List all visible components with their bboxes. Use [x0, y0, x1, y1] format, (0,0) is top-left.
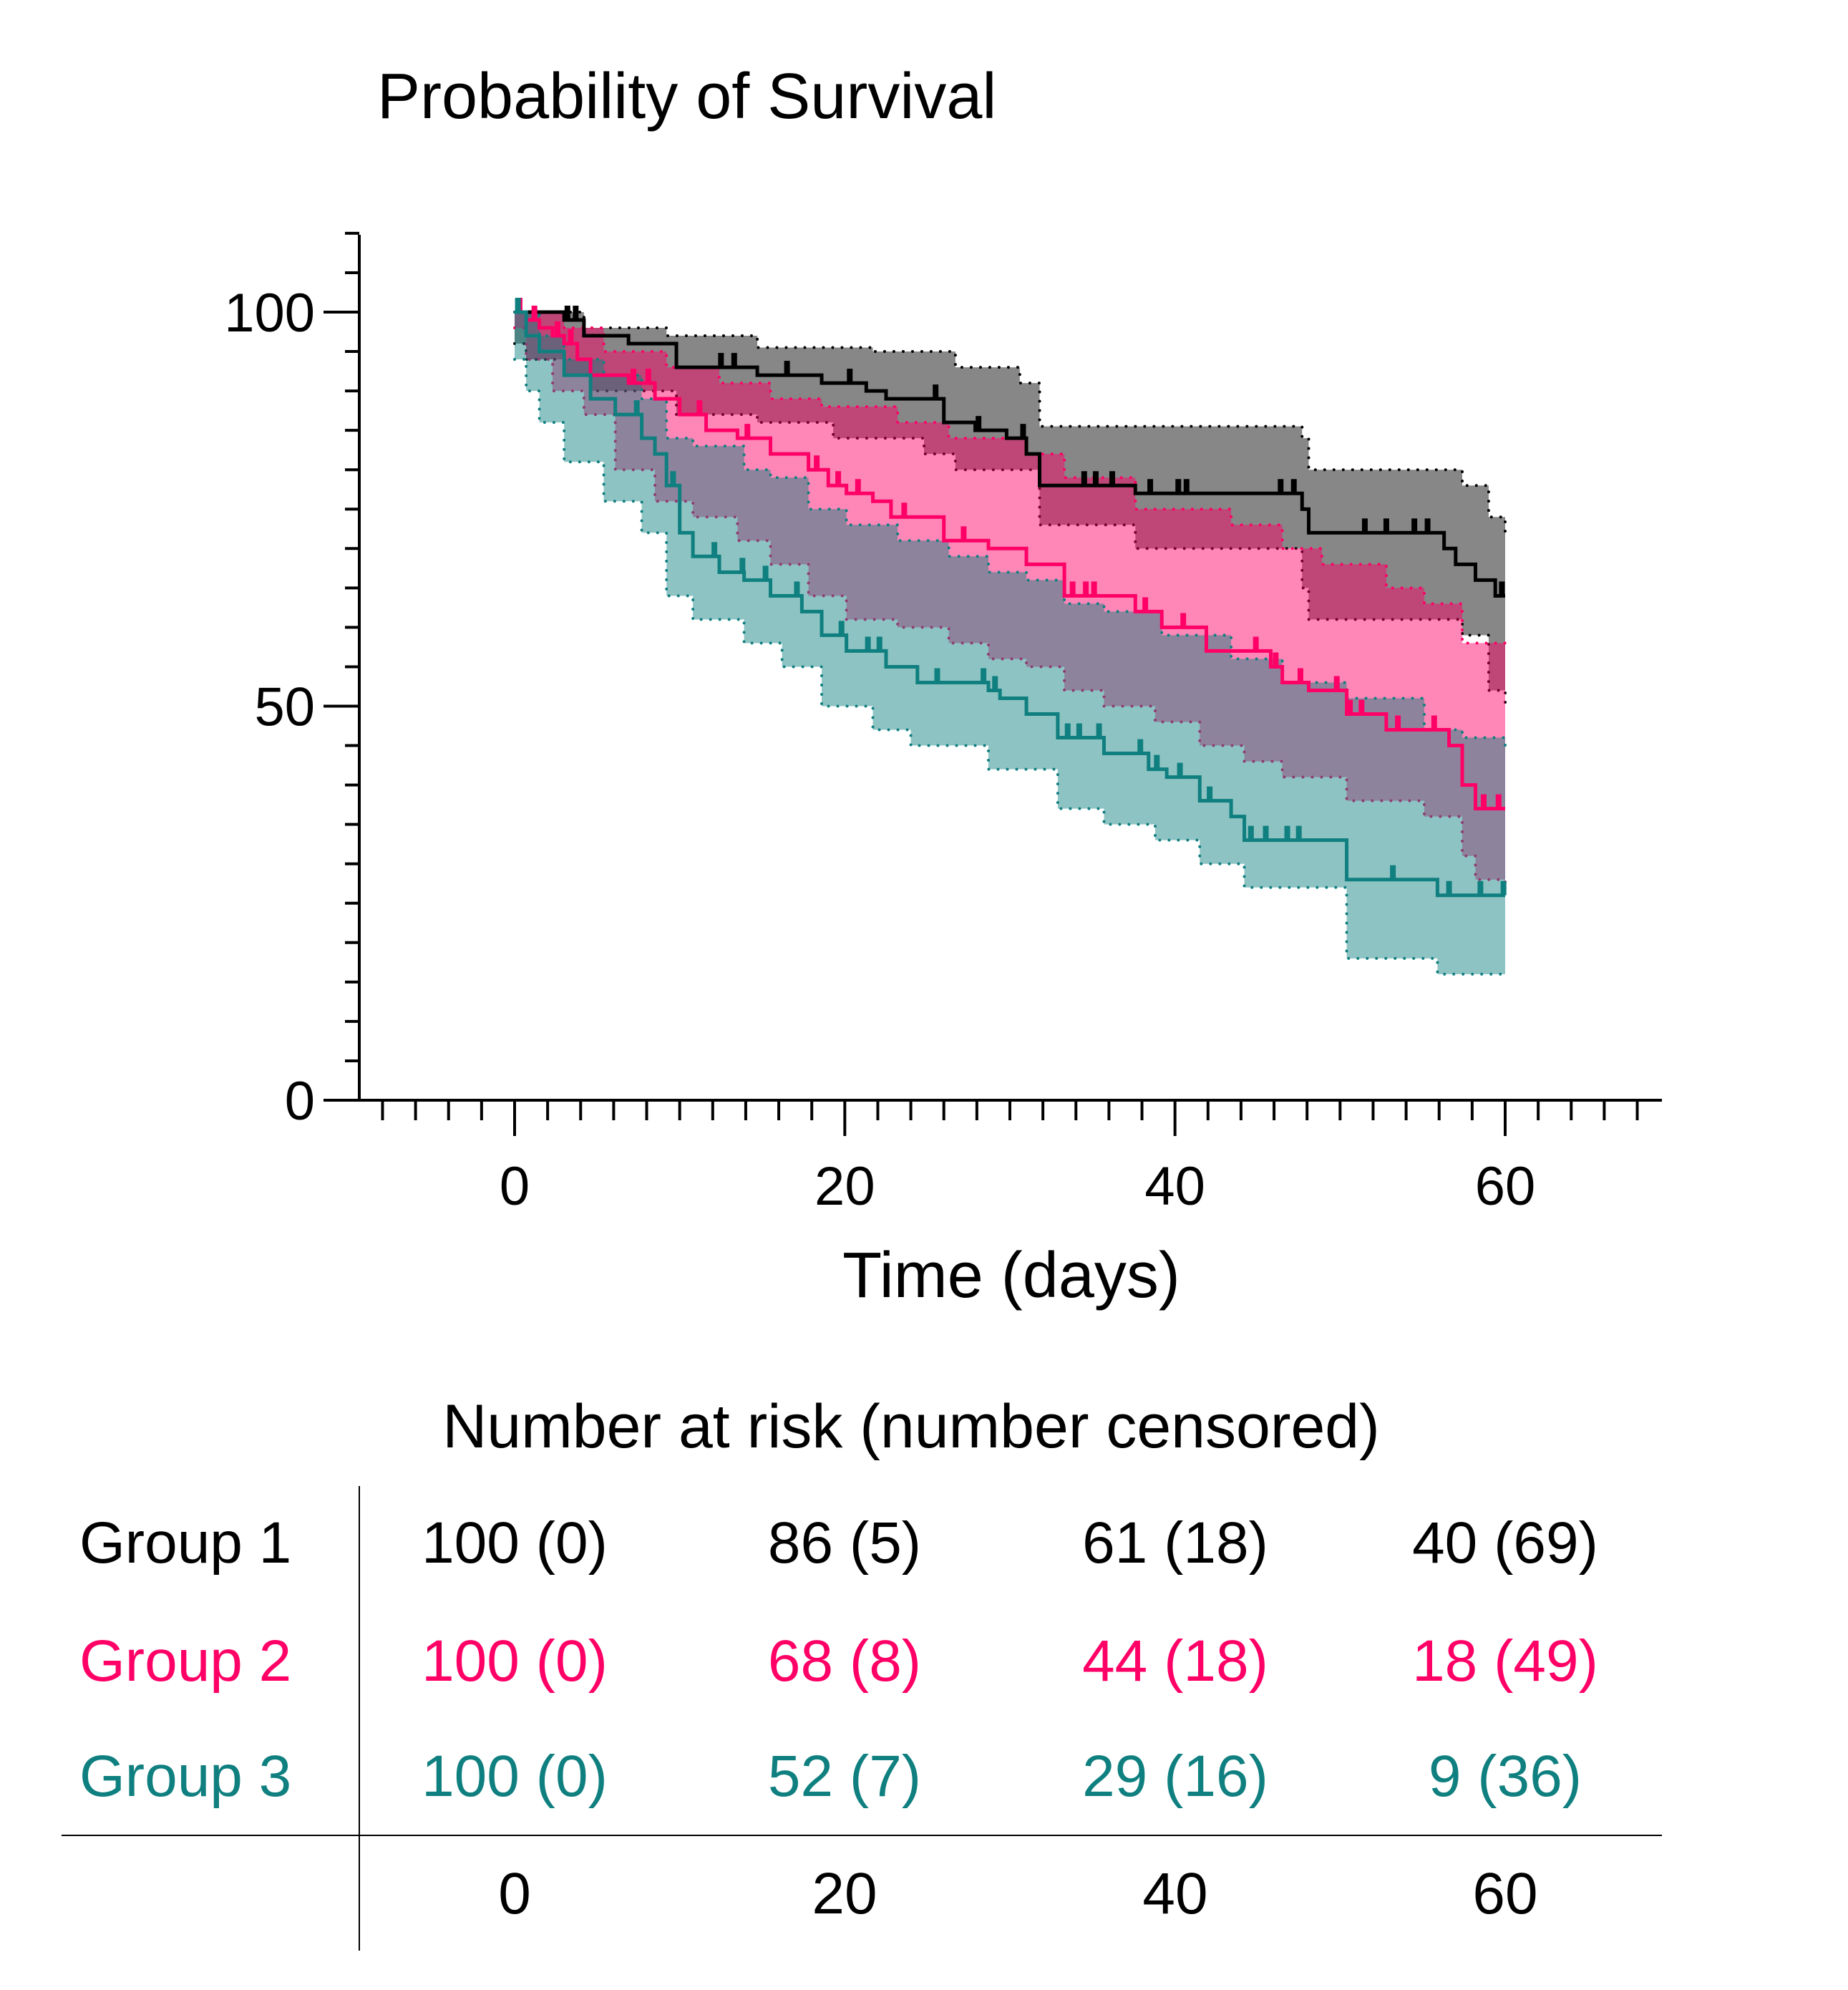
- risk-cell: 44 (18): [1082, 1629, 1268, 1694]
- risk-row-label: Group 3: [79, 1744, 291, 1809]
- y-tick-label: 50: [254, 677, 315, 738]
- y-tick-label: 100: [224, 283, 315, 344]
- chart-title: Probability of Survival: [377, 61, 996, 132]
- x-tick-label: 60: [1475, 1156, 1536, 1217]
- x-tick-label: 0: [500, 1156, 530, 1217]
- risk-cell: 29 (16): [1082, 1744, 1268, 1809]
- group-2-ci-band: [515, 312, 1505, 888]
- y-tick-label: 0: [285, 1071, 315, 1132]
- risk-cell: 9 (36): [1429, 1744, 1582, 1809]
- x-tick-label: 20: [814, 1156, 875, 1217]
- group-3-survival-curve: [515, 310, 1505, 898]
- risk-cell: 40 (69): [1412, 1510, 1598, 1576]
- risk-table: Number at risk (number censored) Group 1…: [62, 1392, 1662, 1951]
- x-tick-label: 40: [1144, 1156, 1205, 1217]
- group-1-ci-band: [515, 312, 1505, 707]
- risk-time-label: 60: [1472, 1861, 1537, 1926]
- axes: 0 50 100 0 20 40 60: [224, 231, 1662, 1217]
- risk-cell: 18 (49): [1412, 1629, 1598, 1694]
- risk-cell: 86 (5): [768, 1510, 921, 1576]
- group-3-ci-band: [515, 312, 1505, 974]
- risk-cell: 100 (0): [422, 1510, 608, 1576]
- group-1-ci-upper-line: [513, 311, 1507, 535]
- group-3-ci-lower-line: [513, 358, 1507, 976]
- risk-time-label: 20: [812, 1861, 877, 1926]
- risk-cell: 100 (0): [422, 1744, 608, 1809]
- risk-cell: 52 (7): [768, 1744, 921, 1809]
- risk-row-label: Group 2: [79, 1629, 291, 1694]
- risk-cell: 100 (0): [422, 1629, 608, 1694]
- risk-row-label: Group 1: [79, 1510, 291, 1576]
- confidence-bands: [513, 311, 1507, 976]
- risk-time-label: 0: [498, 1861, 531, 1926]
- risk-time-label: 40: [1142, 1861, 1207, 1926]
- survival-curves: [515, 298, 1507, 898]
- group-1-survival-curve: [515, 310, 1505, 598]
- x-axis-label: Time (days): [842, 1240, 1180, 1311]
- group-3-ci-upper-line: [513, 311, 1507, 755]
- risk-table-title: Number at risk (number censored): [442, 1392, 1380, 1461]
- risk-cell: 68 (8): [768, 1629, 921, 1694]
- group-2-survival-curve: [515, 310, 1505, 811]
- risk-cell: 61 (18): [1082, 1510, 1268, 1576]
